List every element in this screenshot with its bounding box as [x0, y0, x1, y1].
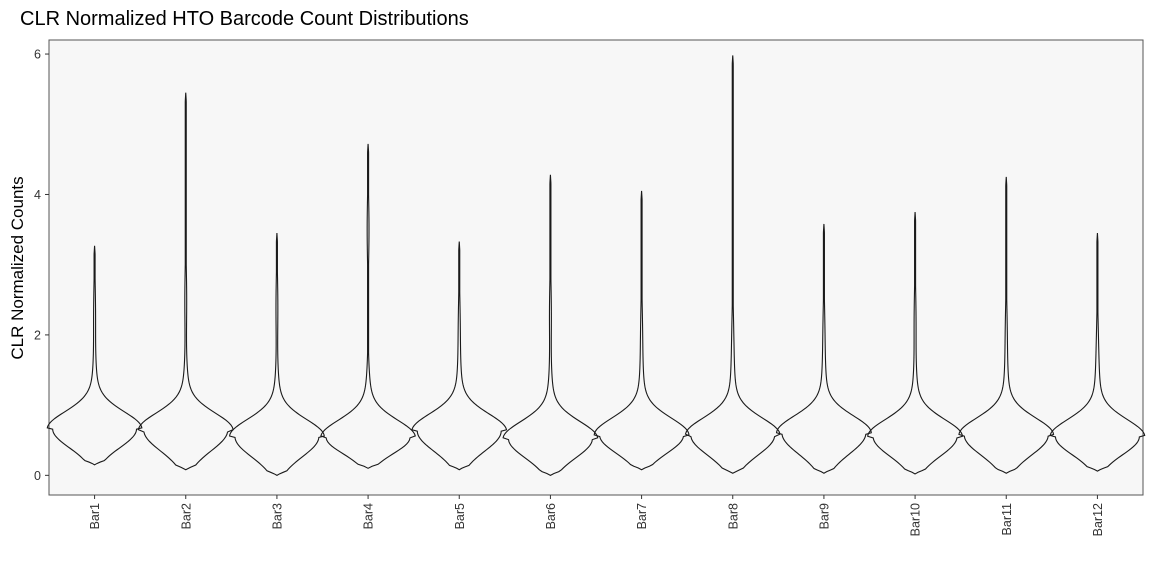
x-tick-label-bar10: Bar10: [909, 503, 923, 536]
y-tick-label: 2: [34, 328, 41, 342]
x-tick-label-bar7: Bar7: [635, 503, 649, 529]
x-tick-label-bar5: Bar5: [453, 503, 467, 529]
violin-bar5: [411, 241, 508, 471]
x-tick-label-bar4: Bar4: [362, 503, 376, 529]
violin-bar3: [228, 233, 325, 476]
x-axis: Bar1 Bar2 Bar3 Bar4 Bar5 Bar6 Bar7 Bar8 Bar9 Bar1…: [88, 495, 1105, 536]
x-tick-label-bar1: Bar1: [88, 503, 102, 529]
violin-layer: [46, 55, 1146, 476]
y-tick-label: 0: [34, 469, 41, 483]
x-tick-label-bar9: Bar9: [817, 503, 831, 529]
x-tick-label-bar3: Bar3: [270, 503, 284, 529]
x-tick-label-bar6: Bar6: [544, 503, 558, 529]
plot-panel: [48, 39, 1144, 496]
x-tick-label-bar2: Bar2: [179, 503, 193, 529]
violin-bar8: [684, 55, 781, 474]
violin-bar1: [46, 245, 143, 466]
y-axis: 0 2 4 6: [34, 48, 49, 483]
violin-bar9: [775, 223, 872, 474]
y-tick-label: 4: [34, 188, 41, 202]
violin-bar4: [320, 143, 416, 469]
violin-bar2: [137, 92, 234, 471]
y-axis-title: CLR Normalized Counts: [8, 176, 27, 359]
violin-bar7: [593, 190, 690, 471]
x-tick-label-bar8: Bar8: [726, 503, 740, 529]
chart-title: CLR Normalized HTO Barcode Count Distrib…: [20, 8, 469, 30]
y-tick-label: 6: [34, 48, 41, 62]
violin-bar12: [1049, 233, 1146, 472]
violin-bar11: [958, 176, 1055, 474]
violin-bar6: [502, 174, 599, 476]
x-tick-label-bar12: Bar12: [1091, 503, 1105, 536]
x-tick-label-bar11: Bar11: [1000, 503, 1014, 535]
violin-bar10: [867, 211, 964, 475]
